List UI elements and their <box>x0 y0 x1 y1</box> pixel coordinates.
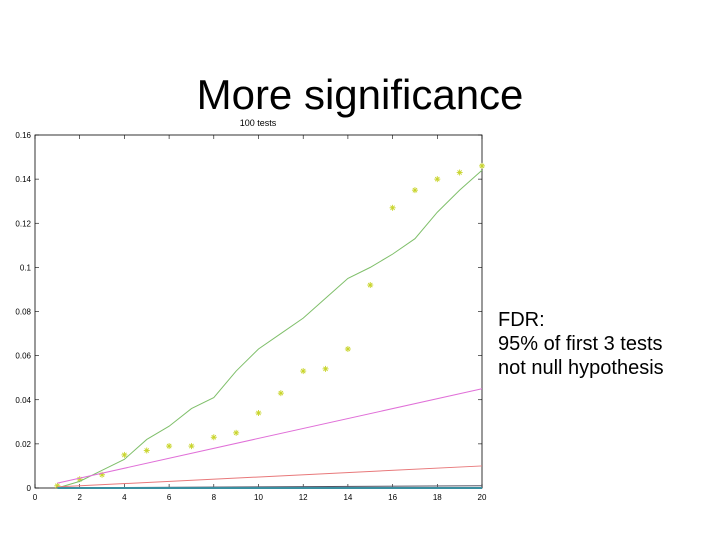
scatter-point <box>389 204 396 211</box>
x-tick-label: 20 <box>478 493 487 502</box>
scatter-point <box>277 390 284 397</box>
scatter-point <box>188 443 195 450</box>
x-tick-label: 2 <box>77 493 82 502</box>
fdr-note: FDR: 95% of first 3 tests not null hypot… <box>498 308 664 380</box>
scatter-point <box>233 429 240 436</box>
scatter-point <box>300 368 307 375</box>
x-tick-label: 8 <box>212 493 217 502</box>
chart-title: 100 tests <box>240 118 277 128</box>
fdr-note-line-1: FDR: <box>498 309 545 331</box>
x-tick-label: 14 <box>343 493 352 502</box>
fdr-note-line-2: 95% of first 3 tests <box>498 333 663 355</box>
x-tick-label: 18 <box>433 493 442 502</box>
y-tick-label: 0.08 <box>15 308 31 317</box>
scatter-point <box>367 282 374 289</box>
scatter-point <box>210 434 217 441</box>
chart-container: 100 tests 0 2 4 6 8 10 12 14 16 18 20 0 0.02 0.04 0.06… <box>0 115 500 510</box>
x-tick-label: 4 <box>122 493 127 502</box>
chart-svg: 100 tests 0 2 4 6 8 10 12 14 16 18 20 0 0.02 0.04 0.06… <box>15 118 487 502</box>
series-line-2 <box>57 388 483 484</box>
x-tick-label: 16 <box>388 493 397 502</box>
scatter-point <box>344 346 351 353</box>
x-tick-label: 6 <box>167 493 172 502</box>
plot-frame <box>34 134 483 489</box>
y-tick-label: 0.02 <box>15 440 31 449</box>
scatter-point <box>479 162 485 169</box>
scatter-point <box>143 447 150 454</box>
scatter-point <box>255 409 262 416</box>
slide-title: More significance <box>196 71 524 118</box>
fdr-note-line-3: not null hypothesis <box>498 357 664 379</box>
y-tick-label: 0.06 <box>15 352 31 361</box>
scatter-point <box>166 443 173 450</box>
x-tick-label: 0 <box>33 493 38 502</box>
series-layer <box>54 162 485 489</box>
scatter-point <box>434 176 441 183</box>
axis-ticks: 0 2 4 6 8 10 12 14 16 18 20 0 0.02 0.04 0.06 0.08 0.1 0.1… <box>15 131 487 502</box>
y-tick-label: 0.14 <box>15 175 31 184</box>
plot-area <box>34 134 483 489</box>
x-tick-label: 12 <box>299 493 308 502</box>
scatter-point <box>456 169 463 176</box>
y-tick-label: 0.12 <box>15 219 31 228</box>
y-tick-label: 0 <box>27 484 32 493</box>
scatter-point <box>322 365 329 372</box>
scatter-point <box>121 451 128 458</box>
y-tick-label: 0.16 <box>15 131 31 140</box>
y-tick-label: 0.04 <box>15 396 31 405</box>
x-tick-label: 10 <box>254 493 263 502</box>
scatter-point <box>411 187 418 194</box>
series-line-3 <box>57 465 483 488</box>
y-tick-label: 0.1 <box>20 263 32 272</box>
series-line-1 <box>57 169 483 489</box>
